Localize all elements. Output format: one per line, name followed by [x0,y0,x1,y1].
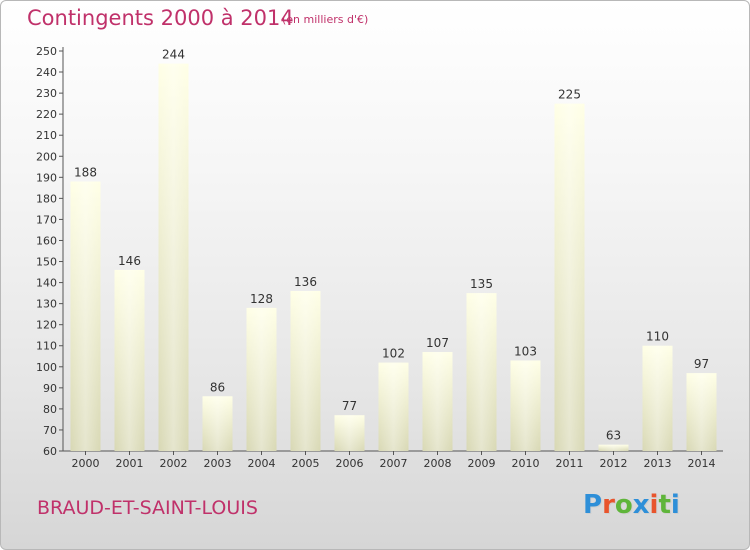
bars [70,63,717,452]
y-tick-label: 130 [36,298,57,311]
bar-highlight [466,293,497,451]
bar-highlight [686,373,717,451]
proxiti-logo: Proxiti [583,490,680,520]
x-tick-label: 2005 [292,457,320,470]
y-tick-label: 180 [36,192,57,205]
logo-letter: i [670,490,680,520]
y-tick-label: 200 [36,150,57,163]
y-tick-label: 160 [36,234,57,247]
logo-letter: x [632,490,650,520]
x-tick-label: 2003 [204,457,232,470]
y-tick-label: 230 [36,87,57,100]
place-name: BRAUD-ET-SAINT-LOUIS [37,497,258,519]
x-tick-label: 2013 [644,457,672,470]
x-tick-label: 2006 [336,457,364,470]
data-label: 102 [382,347,405,361]
x-tick-label: 2007 [380,457,408,470]
logo-letter: i [649,490,659,520]
bar-highlight [114,269,145,451]
bar-highlight [378,362,409,451]
y-tick-label: 220 [36,108,57,121]
axes: 60 70 80 90 100 110 120 130 140 150 160 170 180 190 20… [36,45,723,458]
x-tick-label: 2001 [116,457,144,470]
bar-highlight [290,291,321,451]
y-tick-label: 210 [36,129,57,142]
data-label: 107 [426,336,449,350]
y-tick-label: 90 [43,382,57,395]
bar-highlight [70,181,101,452]
x-tick-label: 2000 [72,457,100,470]
bar-highlight [246,307,277,451]
data-label: 244 [162,48,185,62]
chart-title: Contingents 2000 à 2014 [27,6,294,30]
x-tick-label: 2002 [160,457,188,470]
x-tick-label: 2012 [600,457,628,470]
y-tick-label: 70 [43,424,57,437]
y-tick-label: 150 [36,256,57,269]
bar-highlight [158,63,189,451]
data-label: 86 [210,380,225,394]
x-tick-label: 2011 [556,457,584,470]
x-tick-label: 2004 [248,457,276,470]
bar-highlight [510,360,541,451]
x-tick-label: 2009 [468,457,496,470]
bar-highlight [642,345,673,451]
chart-subtitle: (en milliers d'€) [282,13,369,26]
bar-highlight [334,415,365,451]
data-label: 110 [646,330,669,344]
labels: 2000 188 2001 146 2002 244 2003 86 2004 128 2005 13… [72,48,716,470]
logo-letter: r [602,490,615,520]
logo-letter: o [614,490,633,520]
data-label: 188 [74,166,97,180]
logo-letter: P [583,490,603,520]
bar-highlight [422,352,453,451]
y-tick-label: 60 [43,445,57,458]
x-tick-label: 2008 [424,457,452,470]
data-label: 63 [606,429,621,443]
y-tick-label: 250 [36,45,57,58]
data-label: 136 [294,275,317,289]
data-label: 77 [342,399,357,413]
data-label: 128 [250,292,273,306]
y-tick-label: 190 [36,171,57,184]
y-tick-label: 240 [36,66,57,79]
logo-letter: t [658,490,671,520]
bar-highlight [598,444,629,451]
data-label: 97 [694,357,709,371]
y-tick-label: 80 [43,403,57,416]
bar-highlight [202,396,233,451]
y-tick-label: 110 [36,340,57,353]
bar-highlight [554,103,585,451]
data-label: 103 [514,344,537,358]
x-tick-label: 2014 [688,457,716,470]
y-tick-label: 170 [36,213,57,226]
y-tick-label: 120 [36,319,57,332]
x-tick-label: 2010 [512,457,540,470]
data-label: 146 [118,254,141,268]
y-tick-label: 100 [36,361,57,374]
data-label: 225 [558,88,581,102]
y-tick-label: 140 [36,277,57,290]
data-label: 135 [470,277,493,291]
